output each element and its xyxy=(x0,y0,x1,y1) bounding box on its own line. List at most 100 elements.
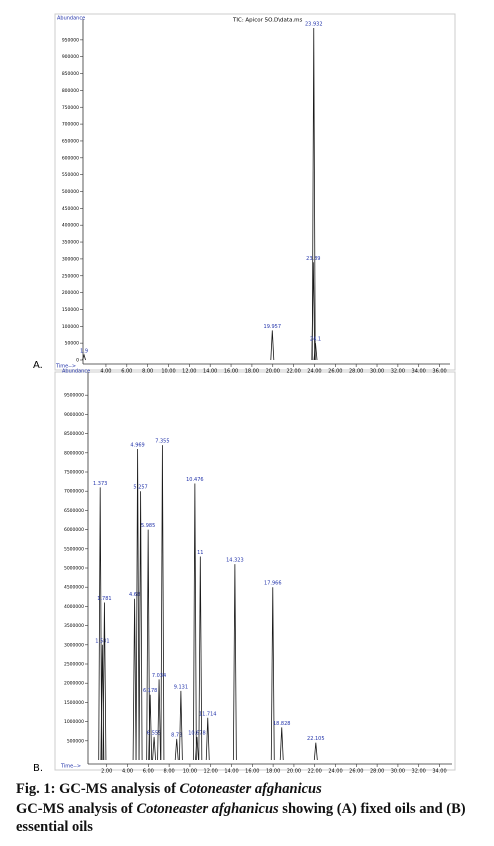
peak xyxy=(313,343,318,361)
x-tick-label: 20.00 xyxy=(287,769,301,775)
y-tick-label: 7500000 xyxy=(64,470,84,476)
x-tick-label: 30.00 xyxy=(370,369,384,375)
chart-title: TIC: Apicor 5O.D\data.ms xyxy=(232,18,303,24)
x-tick-label: 24.00 xyxy=(307,369,321,375)
peak-label: 6.178 xyxy=(143,688,157,694)
x-tick-label: 36.00 xyxy=(432,369,446,375)
y-tick-label: 1500000 xyxy=(64,700,84,706)
y-tick-label: 150000 xyxy=(62,307,79,313)
peak xyxy=(148,694,153,761)
peak-label: 4.969 xyxy=(130,442,144,448)
y-tick-label: 4000000 xyxy=(64,604,84,610)
y-tick-label: 350000 xyxy=(62,240,79,246)
peak-label: 14.323 xyxy=(226,558,244,564)
peak xyxy=(132,598,137,761)
peak-label: 9.131 xyxy=(174,684,188,690)
peak xyxy=(98,487,103,761)
x-tick-label: 32.00 xyxy=(412,769,426,775)
peak xyxy=(195,736,199,761)
peak-label: 19.957 xyxy=(264,324,282,330)
x-tick-label: 18.00 xyxy=(266,769,280,775)
y-tick-label: 8000000 xyxy=(64,450,84,456)
y-tick-label: 5500000 xyxy=(64,546,84,552)
x-tick-label: 20.00 xyxy=(266,369,280,375)
panel-label: B. xyxy=(33,763,43,774)
peak xyxy=(146,529,151,761)
x-tick-label: 30.00 xyxy=(391,769,405,775)
y-tick-label: 500000 xyxy=(62,189,79,195)
x-tick-label: 26.00 xyxy=(349,769,363,775)
peak xyxy=(178,690,183,761)
peak xyxy=(174,738,179,761)
peak xyxy=(198,556,203,761)
y-tick-label: 550000 xyxy=(62,172,79,178)
y-tick-label: 9000000 xyxy=(64,412,84,418)
peak-label: 11 xyxy=(197,550,203,556)
x-tick-label: 6.00 xyxy=(121,369,132,375)
x-tick-label: 12.00 xyxy=(204,769,218,775)
peak xyxy=(232,564,237,761)
y-tick-label: 50000 xyxy=(65,341,79,347)
y-axis-label: Abundance xyxy=(62,369,90,375)
peak xyxy=(313,742,318,761)
peak-label: 5.985 xyxy=(141,523,155,529)
peak-label: 6.555 xyxy=(147,730,161,736)
peak-label: 18.828 xyxy=(273,721,291,727)
x-axis-label: Time--> xyxy=(60,764,81,770)
y-tick-label: 2500000 xyxy=(64,662,84,668)
peak-label: 1.9 xyxy=(80,348,88,354)
y-tick-label: 3500000 xyxy=(64,623,84,629)
y-tick-label: 250000 xyxy=(62,273,79,279)
x-tick-label: 28.00 xyxy=(370,769,384,775)
x-tick-label: 24.00 xyxy=(328,769,342,775)
y-tick-label: 4500000 xyxy=(64,585,84,591)
panel-frame xyxy=(54,13,456,371)
peak xyxy=(135,448,140,761)
peak xyxy=(102,602,107,761)
peak-label: 8.73 xyxy=(171,732,182,738)
peak xyxy=(279,727,284,761)
x-tick-label: 4.00 xyxy=(100,369,111,375)
y-tick-label: 100000 xyxy=(62,324,79,330)
peak-label: 7.355 xyxy=(155,439,169,445)
peak-label: 10.476 xyxy=(186,477,204,483)
peak xyxy=(160,445,165,761)
caption-species: Cotoneaster afghanicus xyxy=(179,781,322,797)
y-tick-label: 600000 xyxy=(62,155,79,161)
x-tick-label: 14.00 xyxy=(224,769,238,775)
x-tick-label: 14.00 xyxy=(203,369,217,375)
y-tick-label: 8500000 xyxy=(64,431,84,437)
peak xyxy=(311,28,316,361)
peak xyxy=(270,587,275,761)
peak-label: 17.966 xyxy=(264,581,282,587)
x-tick-label: 10.00 xyxy=(183,769,197,775)
y-tick-label: 1000000 xyxy=(64,719,84,725)
y-tick-label: 2000000 xyxy=(64,681,84,687)
peak-label: 22.105 xyxy=(307,736,325,742)
panel-frame xyxy=(54,371,456,771)
y-tick-label: 300000 xyxy=(62,256,79,262)
peak-label: 10.678 xyxy=(188,730,206,736)
y-tick-label: 400000 xyxy=(62,223,79,229)
peak xyxy=(205,717,210,761)
caption-text: showing (A) fixed oils and (B) essential… xyxy=(16,801,466,835)
y-tick-label: 950000 xyxy=(62,37,79,43)
y-tick-label: 850000 xyxy=(62,71,79,77)
peak xyxy=(192,483,197,761)
x-tick-label: 34.00 xyxy=(432,769,446,775)
x-tick-label: 8.00 xyxy=(164,769,175,775)
caption-text: Fig. 1: GC-MS analysis of xyxy=(16,781,176,797)
peak xyxy=(270,330,275,361)
peak-label: 7.034 xyxy=(152,673,166,679)
y-tick-label: 450000 xyxy=(62,206,79,212)
x-axis-label: Time--> xyxy=(55,364,76,370)
y-axis-label: Abundance xyxy=(57,16,85,22)
peak-label: 5.257 xyxy=(133,485,147,491)
y-tick-label: 900000 xyxy=(62,54,79,60)
peak xyxy=(138,491,143,761)
peak xyxy=(152,736,156,761)
caption-species: Cotoneaster afghanicus xyxy=(136,801,279,817)
x-tick-label: 10.00 xyxy=(161,369,175,375)
y-tick-label: 6500000 xyxy=(64,508,84,514)
